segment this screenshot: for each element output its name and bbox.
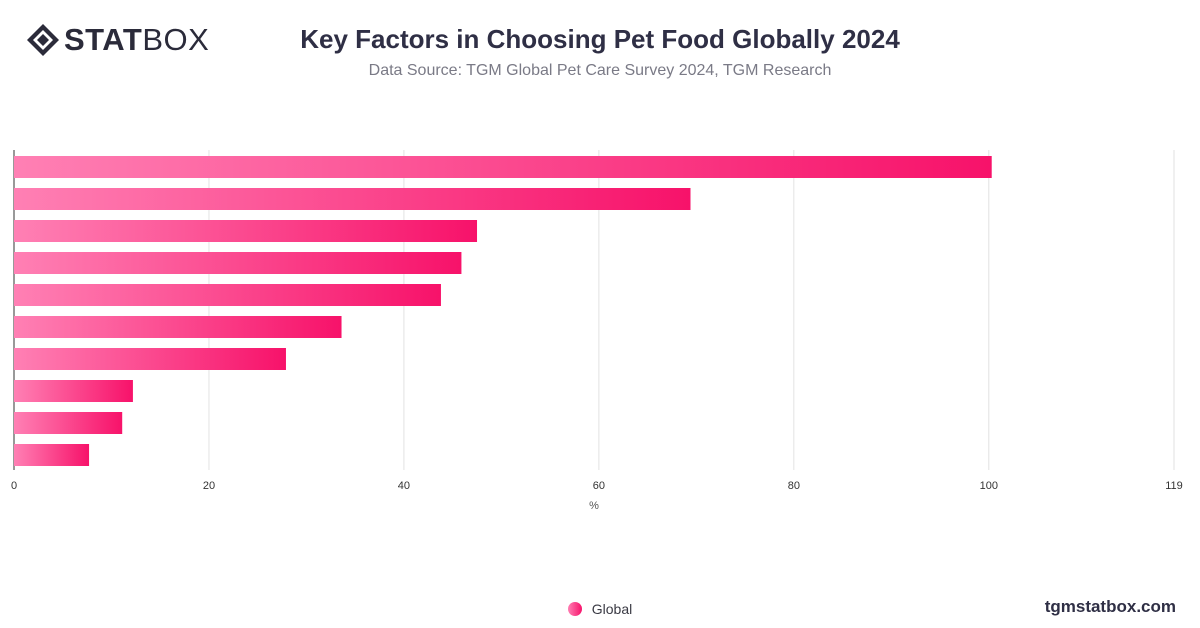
bar[interactable] xyxy=(14,348,286,370)
statbox-logo: STATBOX xyxy=(26,24,209,56)
bar[interactable] xyxy=(14,412,123,434)
x-tick-label: 100 xyxy=(980,480,998,492)
bar[interactable] xyxy=(14,316,342,338)
legend-item-global[interactable]: Global xyxy=(567,601,633,617)
bar[interactable] xyxy=(14,220,478,242)
logo-text-light: BOX xyxy=(142,22,210,57)
chart-title: Key Factors in Choosing Pet Food Globall… xyxy=(300,24,900,54)
x-tick-label: 60 xyxy=(593,480,605,492)
logo-wordmark: STATBOX xyxy=(64,24,209,56)
legend-label: Global xyxy=(591,601,633,617)
x-tick-label: 40 xyxy=(398,480,410,492)
x-tick-label: 20 xyxy=(203,480,215,492)
site-url[interactable]: tgmstatbox.com xyxy=(1044,597,1176,616)
bar[interactable] xyxy=(14,156,992,178)
x-tick-label: 80 xyxy=(788,480,800,492)
chart-subtitle: Data Source: TGM Global Pet Care Survey … xyxy=(368,62,832,79)
bar[interactable] xyxy=(14,252,462,274)
bar[interactable] xyxy=(14,444,90,466)
x-tick-label: 119 xyxy=(1165,480,1183,492)
bar[interactable] xyxy=(14,188,691,210)
x-tick-label: 0 xyxy=(11,480,17,492)
bar[interactable] xyxy=(14,380,133,402)
bar[interactable] xyxy=(14,284,441,306)
x-axis-label: % xyxy=(589,500,599,512)
statbox-diamond-icon xyxy=(27,24,59,56)
logo-text-bold: STAT xyxy=(64,22,143,57)
legend: Global xyxy=(0,601,1200,617)
legend-marker xyxy=(567,602,582,616)
